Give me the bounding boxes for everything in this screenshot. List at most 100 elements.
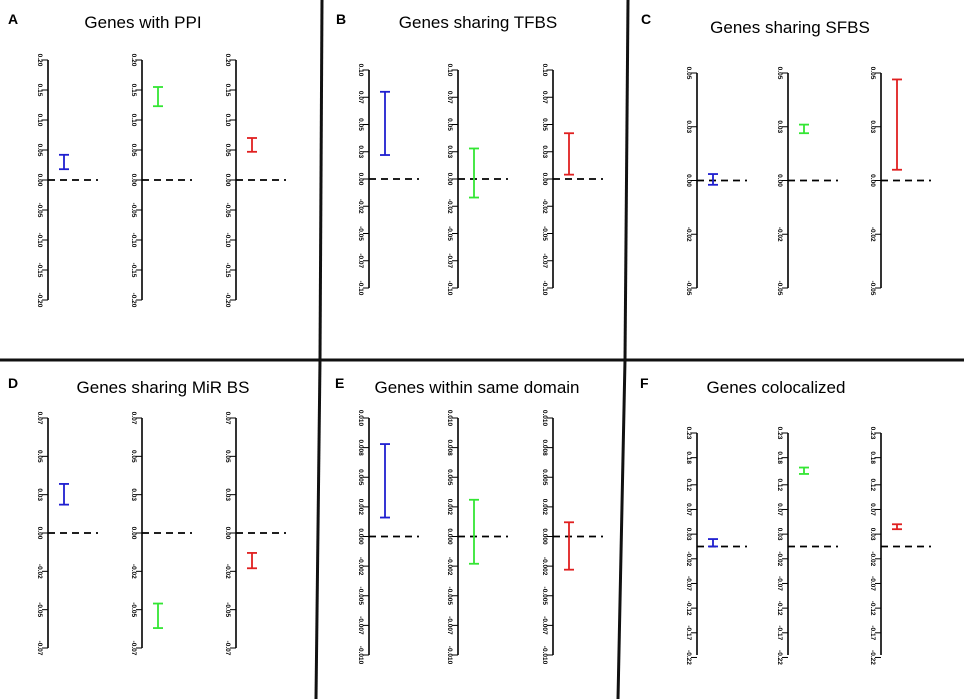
tick-label: -0.22 (869, 650, 876, 665)
tick-label: 0.15 (36, 84, 43, 97)
tick-label: 0.05 (130, 450, 137, 463)
panel-title: Genes sharing SFBS (710, 18, 870, 37)
tick-label: -0.05 (36, 203, 43, 218)
tick-label: 0.10 (541, 64, 548, 77)
tick-label: -0.12 (685, 601, 692, 616)
tick-label: 0.23 (776, 427, 783, 440)
tick-label: -0.02 (776, 551, 783, 566)
tick-label: 0.008 (541, 439, 548, 456)
tick-label: 0.03 (130, 488, 137, 501)
tick-label: 0.03 (357, 145, 364, 158)
error-bar (247, 137, 257, 153)
subplot-1: 0.10 0.07 0.05 0.03 0.00 -0.02 -0.05 -0.07 -0.10 (357, 64, 419, 296)
tick-label: 0.07 (776, 503, 783, 516)
panel-title: Genes sharing TFBS (399, 13, 557, 32)
tick-label: 0.010 (357, 410, 364, 427)
tick-label: -0.005 (357, 587, 364, 606)
tick-label: 0.05 (776, 67, 783, 80)
tick-label: 0.03 (776, 528, 783, 541)
error-bar (564, 521, 574, 571)
tick-label: -0.10 (224, 233, 231, 248)
error-bar (153, 86, 163, 108)
tick-label: -0.05 (869, 281, 876, 296)
tick-label: 0.10 (130, 114, 137, 127)
tick-label: -0.007 (357, 616, 364, 635)
panel-f: F Genes colocalized 0.23 0.18 0.12 0.07 0.03 -0… (640, 375, 931, 665)
error-bar (799, 466, 809, 475)
subplot-2: 0.23 0.18 0.12 0.07 0.03 -0.02 -0.07 -0.12 -0.17… (776, 427, 838, 665)
tick-label: 0.12 (776, 478, 783, 491)
tick-label: 0.07 (36, 412, 43, 425)
tick-label: -0.17 (685, 625, 692, 640)
tick-label: 0.18 (685, 451, 692, 464)
error-bar (380, 443, 390, 519)
tick-label: 0.07 (685, 503, 692, 516)
error-bar (564, 132, 574, 176)
tick-label: -0.07 (224, 641, 231, 656)
tick-label: 0.00 (541, 173, 548, 186)
tick-label: 0.000 (541, 528, 548, 545)
tick-label: 0.010 (541, 410, 548, 427)
divider-vertical-left-bottom (314, 359, 322, 699)
tick-label: -0.10 (446, 281, 453, 296)
tick-label: 0.18 (869, 451, 876, 464)
tick-label: 0.07 (869, 503, 876, 516)
subplot-3: 0.010 0.008 0.005 0.002 0.000 -0.002 -0.005 -0.… (541, 410, 603, 665)
tick-label: 0.18 (776, 451, 783, 464)
tick-label: -0.15 (130, 263, 137, 278)
tick-label: -0.12 (869, 601, 876, 616)
tick-label: 0.20 (36, 54, 43, 67)
tick-label: 0.12 (685, 478, 692, 491)
error-bar (708, 173, 718, 186)
tick-label: 0.10 (357, 64, 364, 77)
panel-label: C (641, 11, 651, 27)
tick-label: 0.00 (869, 174, 876, 187)
tick-label: 0.002 (357, 499, 364, 516)
tick-label: 0.10 (36, 114, 43, 127)
tick-label: -0.010 (357, 646, 364, 665)
tick-label: 0.20 (130, 54, 137, 67)
tick-label: 0.03 (224, 488, 231, 501)
tick-label: -0.02 (130, 564, 137, 579)
tick-label: 0.005 (446, 469, 453, 486)
tick-label: -0.005 (446, 587, 453, 606)
tick-label: 0.15 (130, 84, 137, 97)
panel-label: B (336, 11, 346, 27)
tick-label: 0.005 (357, 469, 364, 486)
panel-title: Genes within same domain (374, 378, 579, 397)
tick-label: 0.03 (685, 120, 692, 133)
tick-label: 0.10 (446, 64, 453, 77)
tick-label: 0.07 (446, 91, 453, 104)
tick-label: -0.07 (357, 253, 364, 268)
tick-label: -0.02 (869, 227, 876, 242)
tick-label: 0.000 (446, 528, 453, 545)
tick-label: 0.00 (446, 173, 453, 186)
error-bar (153, 602, 163, 629)
tick-label: 0.00 (357, 173, 364, 186)
tick-label: 0.10 (224, 114, 231, 127)
error-bar (469, 147, 479, 199)
tick-label: -0.10 (130, 233, 137, 248)
tick-label: 0.03 (685, 528, 692, 541)
tick-label: -0.20 (224, 293, 231, 308)
tick-label: -0.007 (541, 616, 548, 635)
tick-label: -0.002 (446, 557, 453, 576)
tick-label: 0.12 (869, 478, 876, 491)
subplot-1: 0.05 0.03 0.00 -0.02 -0.05 (685, 67, 747, 296)
subplot-2: 0.20 0.15 0.10 0.05 0.00 -0.05 -0.10 -0.15 -0.20 (130, 54, 192, 308)
panel-label: A (8, 11, 18, 27)
tick-label: 0.07 (224, 412, 231, 425)
tick-label: -0.02 (869, 551, 876, 566)
tick-label: -0.05 (541, 226, 548, 241)
tick-label: -0.20 (130, 293, 137, 308)
tick-label: -0.02 (541, 199, 548, 214)
tick-label: 0.05 (685, 67, 692, 80)
tick-label: 0.002 (446, 499, 453, 516)
tick-label: 0.05 (224, 450, 231, 463)
tick-label: -0.02 (36, 564, 43, 579)
tick-label: -0.05 (357, 226, 364, 241)
subplot-1: 0.010 0.008 0.005 0.002 0.000 -0.002 -0.005 -0.… (357, 410, 419, 665)
panel-b: B Genes sharing TFBS 0.10 0.07 0.05 0.03 0.00 -… (336, 11, 603, 296)
tick-label: -0.007 (446, 616, 453, 635)
subplot-2: 0.05 0.03 0.00 -0.02 -0.05 (776, 67, 838, 296)
